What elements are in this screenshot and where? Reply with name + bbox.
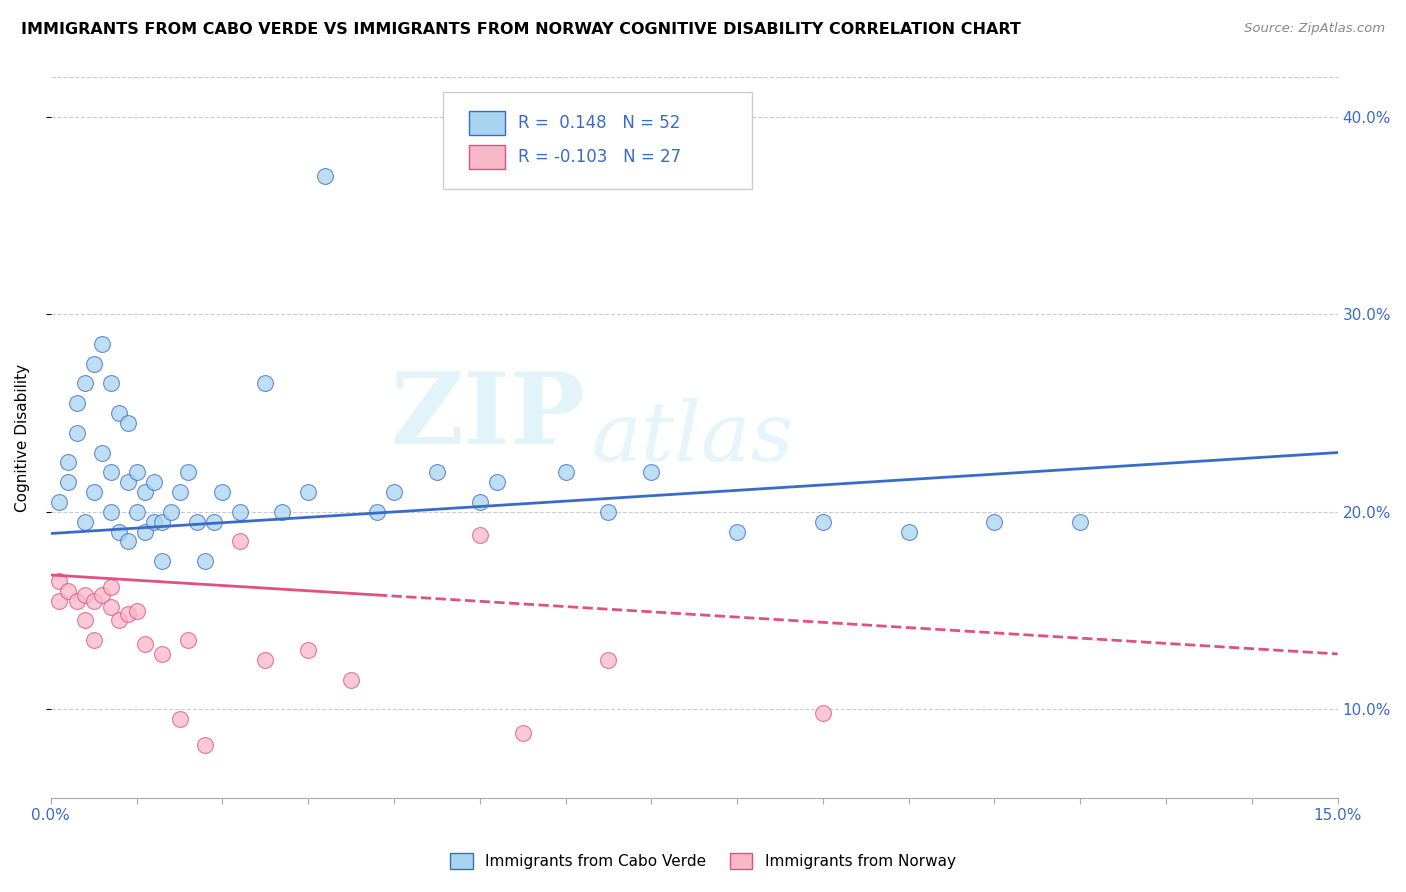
Point (194, 554, 217, 568)
Point (75, 515, 97, 529)
Point (228, 534, 250, 549)
Point (108, 524, 131, 539)
Point (134, 637, 156, 651)
Point (125, 465, 148, 479)
Point (100, 465, 122, 479)
Point (83, 357, 105, 371)
Point (271, 505, 294, 519)
Point (108, 613, 131, 627)
Point (83, 633, 105, 648)
Point (100, 580, 122, 594)
FancyBboxPatch shape (470, 112, 505, 135)
Point (150, 647, 173, 661)
Point (75, 588, 97, 602)
Point (134, 485, 156, 500)
Point (48, 593, 70, 607)
FancyBboxPatch shape (443, 92, 752, 189)
Point (125, 603, 148, 617)
Point (108, 406, 131, 420)
Point (485, 475, 508, 490)
Point (554, 465, 576, 479)
Point (202, 515, 225, 529)
Point (382, 485, 405, 500)
Text: IMMIGRANTS FROM CABO VERDE VS IMMIGRANTS FROM NORWAY COGNITIVE DISABILITY CORREL: IMMIGRANTS FROM CABO VERDE VS IMMIGRANTS… (21, 22, 1021, 37)
Point (160, 505, 183, 519)
Point (142, 475, 165, 490)
Point (228, 505, 250, 519)
Point (186, 515, 208, 529)
Point (254, 653, 277, 667)
Point (65, 593, 87, 607)
Point (297, 485, 319, 500)
Text: R =  0.148   N = 52: R = 0.148 N = 52 (517, 114, 681, 132)
Point (811, 515, 834, 529)
Point (56, 455, 79, 469)
Point (314, 169, 336, 183)
Point (1069, 515, 1091, 529)
Point (169, 485, 191, 500)
Point (897, 524, 920, 539)
Text: ZIP: ZIP (389, 368, 585, 465)
Point (91, 445, 114, 459)
Point (983, 515, 1005, 529)
Point (426, 465, 449, 479)
Point (117, 416, 139, 430)
FancyBboxPatch shape (470, 145, 505, 169)
Point (75, 376, 97, 391)
Text: R = -0.103   N = 27: R = -0.103 N = 27 (517, 148, 681, 167)
Y-axis label: Cognitive Disability: Cognitive Disability (15, 364, 30, 512)
Text: Source: ZipAtlas.com: Source: ZipAtlas.com (1244, 22, 1385, 36)
Point (100, 599, 122, 614)
Point (125, 505, 148, 519)
Point (134, 524, 156, 539)
Point (150, 554, 173, 568)
Point (91, 337, 114, 351)
Point (100, 505, 122, 519)
Text: atlas: atlas (592, 398, 793, 478)
Point (254, 376, 277, 391)
Point (177, 465, 200, 479)
Point (56, 583, 79, 598)
Point (150, 515, 173, 529)
Point (83, 593, 105, 607)
Point (56, 475, 79, 490)
Point (598, 653, 620, 667)
Point (91, 588, 114, 602)
Point (340, 673, 363, 687)
Point (598, 505, 620, 519)
Point (142, 515, 165, 529)
Point (177, 633, 200, 648)
Point (65, 425, 87, 440)
Point (468, 495, 491, 509)
Point (117, 607, 139, 622)
Point (83, 485, 105, 500)
Point (512, 726, 534, 740)
Point (117, 534, 139, 549)
Point (811, 706, 834, 721)
Point (640, 465, 662, 479)
Point (725, 524, 748, 539)
Point (117, 475, 139, 490)
Point (169, 712, 191, 726)
Legend: Immigrants from Cabo Verde, Immigrants from Norway: Immigrants from Cabo Verde, Immigrants f… (444, 847, 962, 875)
Point (100, 376, 122, 391)
Point (48, 495, 70, 509)
Point (211, 485, 233, 500)
Point (366, 505, 388, 519)
Point (65, 396, 87, 410)
Point (468, 528, 491, 542)
Point (75, 613, 97, 627)
Point (194, 738, 217, 752)
Point (48, 574, 70, 588)
Point (297, 643, 319, 657)
